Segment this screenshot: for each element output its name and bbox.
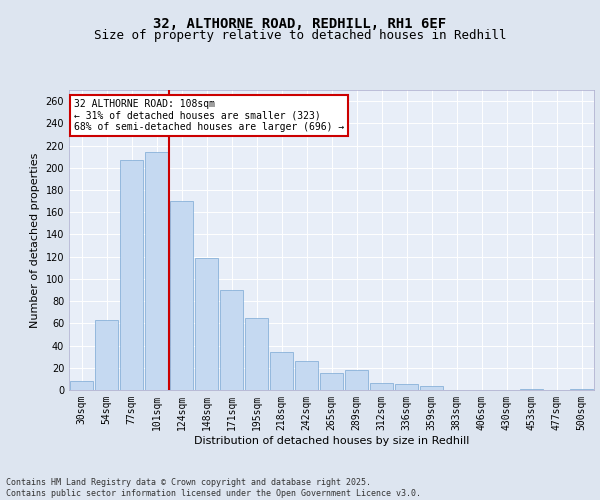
Bar — [395, 384, 418, 390]
Bar — [170, 201, 193, 390]
Bar — [70, 381, 93, 390]
Text: 32, ALTHORNE ROAD, REDHILL, RH1 6EF: 32, ALTHORNE ROAD, REDHILL, RH1 6EF — [154, 18, 446, 32]
Bar — [570, 389, 593, 390]
Text: Contains HM Land Registry data © Crown copyright and database right 2025.
Contai: Contains HM Land Registry data © Crown c… — [6, 478, 421, 498]
Bar — [95, 320, 118, 390]
Bar — [295, 361, 318, 390]
Bar — [220, 290, 243, 390]
Bar — [195, 258, 218, 390]
Y-axis label: Number of detached properties: Number of detached properties — [30, 152, 40, 328]
Bar — [520, 389, 543, 390]
Bar — [320, 374, 343, 390]
X-axis label: Distribution of detached houses by size in Redhill: Distribution of detached houses by size … — [194, 436, 469, 446]
Text: 32 ALTHORNE ROAD: 108sqm
← 31% of detached houses are smaller (323)
68% of semi-: 32 ALTHORNE ROAD: 108sqm ← 31% of detach… — [74, 99, 344, 132]
Bar — [345, 370, 368, 390]
Bar — [120, 160, 143, 390]
Bar — [245, 318, 268, 390]
Bar — [370, 384, 393, 390]
Text: Size of property relative to detached houses in Redhill: Size of property relative to detached ho… — [94, 29, 506, 42]
Bar — [145, 152, 168, 390]
Bar — [420, 386, 443, 390]
Bar — [270, 352, 293, 390]
